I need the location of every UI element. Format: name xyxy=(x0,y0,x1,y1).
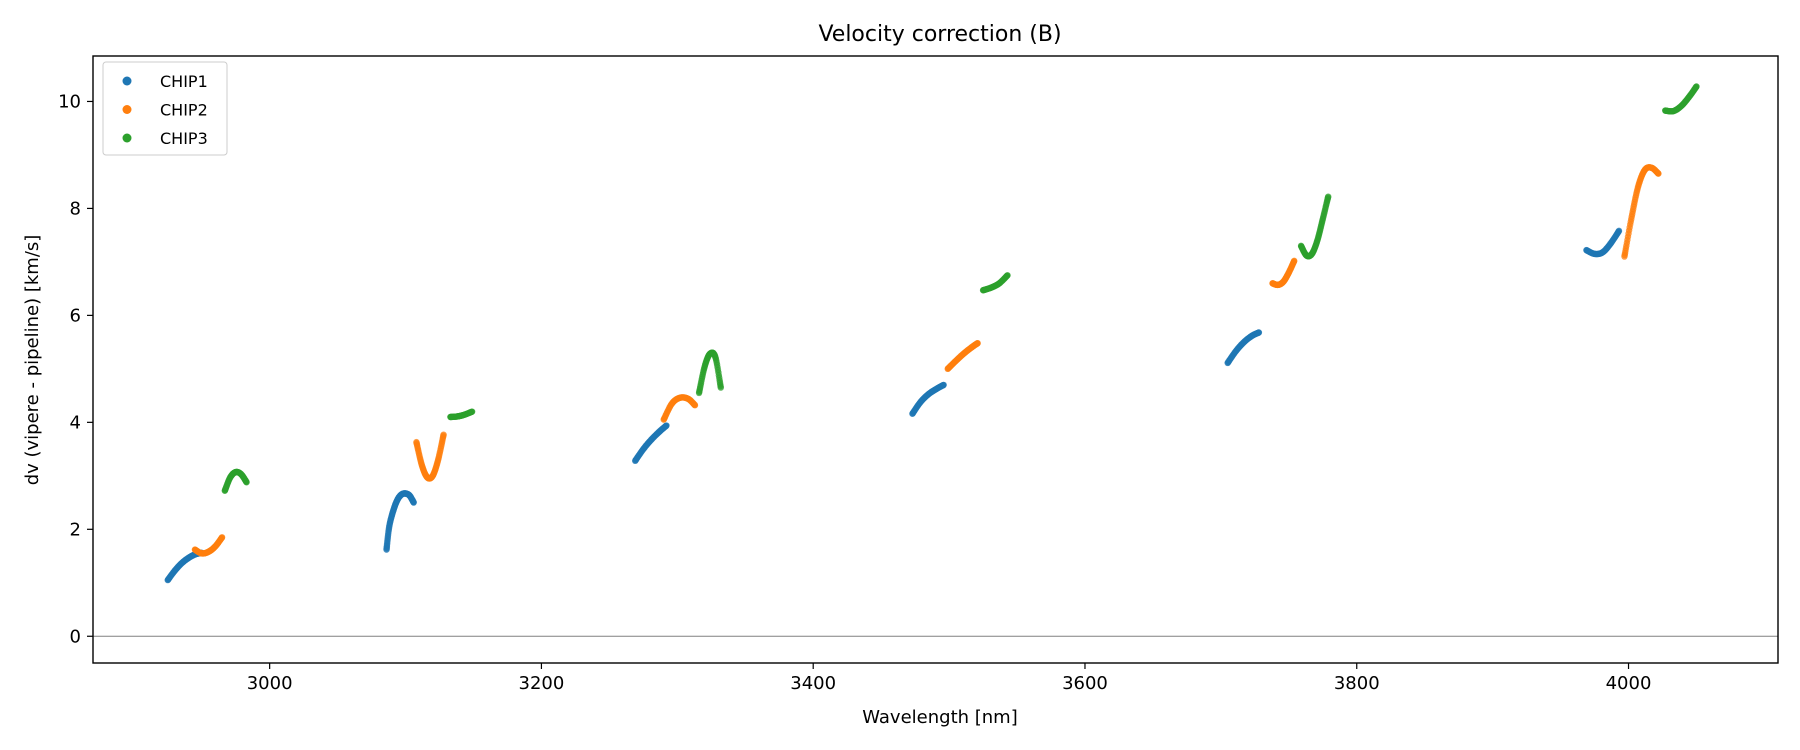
data-point xyxy=(1325,193,1332,200)
series-segment xyxy=(1297,193,1332,260)
series-segment xyxy=(447,408,476,421)
series-segment xyxy=(631,422,670,465)
x-tick-label: 3200 xyxy=(519,673,565,694)
legend-frame xyxy=(102,61,228,156)
data-point xyxy=(440,431,447,438)
y-tick-label: 4 xyxy=(70,412,81,433)
y-tick-label: 8 xyxy=(70,198,81,219)
series-segment xyxy=(413,431,447,482)
legend-items: CHIP1 CHIP2 CHIP3 xyxy=(122,72,208,148)
plot-area xyxy=(92,55,1779,664)
legend-label: CHIP3 xyxy=(160,129,208,148)
series-segment xyxy=(979,272,1011,294)
data-point xyxy=(717,384,724,391)
x-tick-label: 4000 xyxy=(1606,673,1652,694)
y-tick-label: 2 xyxy=(70,519,81,540)
series-segment xyxy=(191,534,226,557)
data-point xyxy=(1615,227,1623,235)
series-segment xyxy=(1224,329,1263,367)
legend-marker xyxy=(122,105,132,114)
series-segment xyxy=(1621,164,1662,260)
plot-frame xyxy=(92,55,1779,664)
legend: CHIP1 CHIP2 CHIP3 xyxy=(102,61,228,156)
x-tick-label: 3600 xyxy=(1062,673,1108,694)
data-point xyxy=(1004,272,1011,279)
series-layer xyxy=(164,83,1700,584)
data-point xyxy=(1255,329,1263,336)
series-chip1 xyxy=(164,227,1623,584)
data-point xyxy=(218,534,226,541)
legend-marker xyxy=(122,76,132,86)
series-chip3 xyxy=(221,83,1700,494)
legend-label: CHIP2 xyxy=(160,101,208,120)
x-tick-label: 3000 xyxy=(247,673,293,694)
series-segment xyxy=(1583,227,1623,258)
series-segment xyxy=(660,394,699,423)
data-point xyxy=(1291,257,1298,265)
x-axis-label: Wavelength [nm] xyxy=(862,707,1018,728)
data-point xyxy=(468,408,476,415)
x-tick-label: 3400 xyxy=(790,673,836,694)
data-point xyxy=(1693,83,1700,90)
data-point xyxy=(243,479,250,486)
legend-marker xyxy=(122,133,132,143)
data-point xyxy=(691,402,699,409)
series-chip2 xyxy=(191,164,1662,557)
x-tick-label: 3800 xyxy=(1334,673,1380,694)
series-segment xyxy=(221,468,250,494)
series-segment xyxy=(1662,83,1700,115)
y-axis-label: dv (vipere - pipeline) [km/s] xyxy=(22,235,43,486)
series-segment xyxy=(1269,257,1298,289)
y-tick-label: 0 xyxy=(70,626,81,647)
series-segment xyxy=(695,349,724,397)
legend-label: CHIP1 xyxy=(160,72,208,91)
series-segment xyxy=(909,381,947,417)
x-axis: 3000 3200 3400 3600 3800 4000 xyxy=(247,663,1652,694)
series-segment xyxy=(383,490,417,553)
y-axis: 0 2 4 6 8 10 xyxy=(58,91,93,647)
y-tick-label: 6 xyxy=(70,305,81,326)
series-segment xyxy=(944,339,981,373)
data-point xyxy=(663,422,670,429)
data-point xyxy=(1655,170,1662,177)
y-tick-label: 10 xyxy=(58,91,81,112)
chart-title: Velocity correction (B) xyxy=(818,22,1061,47)
data-point xyxy=(410,499,417,506)
data-point xyxy=(940,381,947,389)
data-point xyxy=(974,339,981,347)
